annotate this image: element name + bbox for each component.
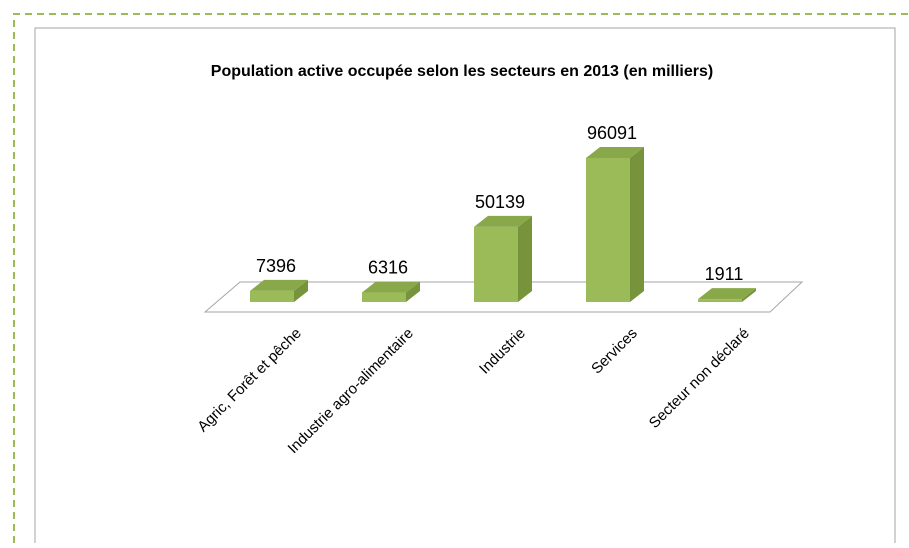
x-tick-label: Secteur non déclaré (646, 325, 753, 432)
x-tick-label: Agric, Forêt et pêche (194, 325, 304, 435)
bar-top (586, 147, 644, 158)
bar-top (698, 288, 756, 300)
x-tick-label: Industrie (476, 325, 529, 378)
bar-top (474, 215, 532, 227)
bar-side (406, 281, 420, 302)
bar (362, 292, 406, 302)
bar-side (294, 279, 308, 302)
data-label: 50139 (475, 192, 525, 212)
x-tick-label: Services (588, 325, 641, 378)
x-tick-label: Industrie agro-alimentaire (285, 325, 417, 457)
bar (586, 158, 630, 302)
bar-side (518, 215, 532, 302)
data-label: 96091 (587, 123, 637, 143)
bar (474, 226, 518, 302)
bar-top (250, 279, 308, 291)
bar-top (362, 281, 420, 293)
chart-title: Population active occupée selon les sect… (211, 63, 713, 80)
chart-frame (34, 27, 896, 543)
bar-side (742, 288, 756, 302)
dashed-frame (13, 13, 909, 543)
bar (250, 290, 294, 302)
bar-side (630, 147, 644, 302)
data-label: 6316 (368, 258, 408, 278)
bar (698, 299, 742, 302)
data-label: 1911 (705, 264, 744, 284)
data-label: 7396 (256, 256, 296, 276)
